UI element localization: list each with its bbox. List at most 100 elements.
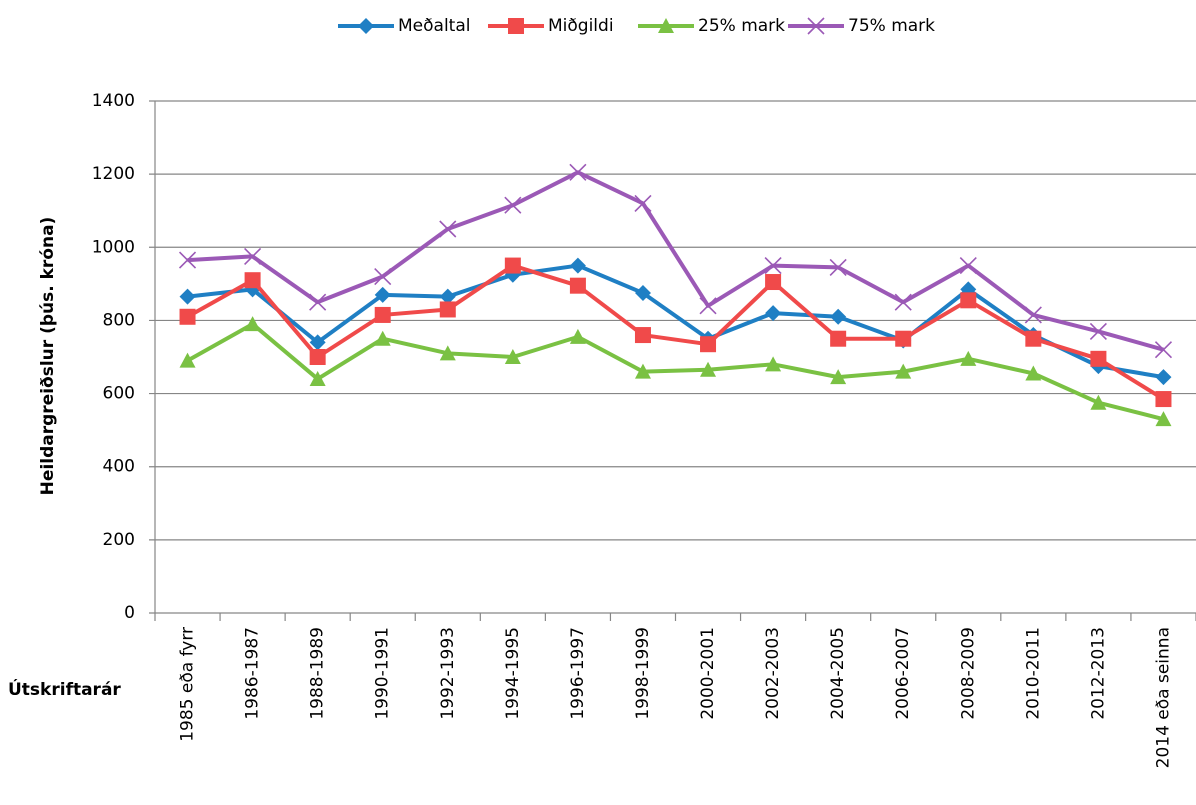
point — [374, 267, 392, 286]
x-tick-label: 2010-2011 — [1023, 627, 1043, 720]
point — [439, 301, 456, 318]
x-tick-label: 1998-1999 — [633, 627, 653, 720]
point — [1090, 350, 1107, 367]
point — [895, 363, 912, 379]
point — [439, 288, 456, 305]
point — [1155, 391, 1172, 408]
point — [569, 277, 586, 294]
point — [960, 350, 977, 366]
point — [765, 274, 782, 291]
point — [1090, 394, 1107, 410]
x-tick-label: 1986-1987 — [243, 627, 263, 720]
point — [895, 330, 912, 347]
x-tick-label: 2014 eða seinna — [1153, 627, 1173, 768]
point — [1089, 322, 1107, 340]
point — [569, 257, 586, 274]
point — [374, 330, 391, 346]
point — [179, 308, 196, 325]
point — [504, 349, 521, 364]
point — [309, 334, 326, 351]
point — [1155, 411, 1172, 427]
point — [178, 251, 197, 269]
x-tick-label: 1990-1991 — [373, 627, 393, 720]
legend-marker — [658, 18, 674, 33]
x-tick-label: 2004-2005 — [828, 627, 848, 720]
y-tick-label: 1400 — [92, 91, 135, 111]
x-tick-label: 2000-2001 — [698, 627, 718, 720]
series-line — [186, 263, 1165, 401]
y-tick-label: 1200 — [92, 164, 135, 184]
y-axis-label: Heildargreiðslur (þús. króna) — [38, 217, 58, 496]
point — [634, 363, 651, 379]
x-tick-label: 2012-2013 — [1088, 627, 1108, 720]
point — [634, 327, 651, 344]
point — [765, 356, 782, 372]
point — [1155, 369, 1172, 386]
point — [179, 288, 196, 305]
series-line — [187, 170, 1165, 352]
point — [960, 292, 977, 309]
point — [439, 345, 456, 361]
point — [244, 316, 261, 332]
point — [1024, 306, 1042, 324]
x-tick-label: 2006-2007 — [893, 627, 913, 720]
point — [374, 306, 391, 323]
point — [894, 293, 912, 311]
point — [569, 163, 587, 181]
point — [569, 328, 586, 344]
y-tick-label: 200 — [103, 530, 135, 550]
legend-marker — [807, 17, 825, 35]
point — [504, 257, 521, 274]
point — [244, 247, 262, 265]
point — [829, 258, 847, 276]
x-tick-label: 1994-1995 — [503, 627, 523, 720]
x-tick-label: 1988-1989 — [308, 627, 328, 720]
point — [830, 330, 847, 347]
point — [439, 220, 457, 238]
legend-item: Meðaltal — [338, 16, 470, 36]
y-tick-label: 400 — [103, 457, 135, 477]
point — [634, 194, 652, 212]
point — [1025, 365, 1042, 381]
x-tick-label: 1985 eða fyrr — [178, 627, 198, 742]
series-line — [187, 263, 1164, 380]
x-tick-label: 1992-1993 — [438, 627, 458, 720]
point — [244, 272, 261, 289]
point — [699, 297, 717, 315]
x-tick-label: 1996-1997 — [568, 627, 588, 720]
point — [309, 349, 326, 365]
legend-item: Miðgildi — [488, 16, 614, 36]
point — [700, 361, 717, 377]
series-line — [186, 322, 1164, 422]
legend-label: 25% mark — [698, 16, 785, 36]
legend-label: Miðgildi — [548, 16, 614, 36]
point — [504, 196, 522, 214]
point — [1025, 330, 1042, 347]
legend-item: 25% mark — [638, 16, 785, 36]
y-tick-label: 1000 — [92, 237, 135, 257]
y-tick-label: 600 — [103, 384, 135, 404]
point — [959, 257, 977, 275]
y-tick-label: 0 — [124, 603, 135, 623]
point — [634, 285, 651, 301]
point — [179, 352, 196, 368]
x-tick-label: 2002-2003 — [763, 627, 783, 720]
point — [374, 286, 391, 303]
x-tick-label: 2008-2009 — [958, 627, 978, 720]
point — [830, 369, 847, 385]
legend-label: Meðaltal — [398, 16, 470, 36]
point — [309, 370, 326, 386]
x-axis-label: Útskriftarár — [8, 678, 121, 700]
point — [309, 293, 327, 311]
legend-marker — [358, 18, 374, 34]
point — [765, 305, 782, 322]
y-tick-label: 800 — [103, 310, 135, 330]
legend-marker — [508, 18, 524, 34]
legend-label: 75% mark — [848, 16, 935, 36]
point — [830, 308, 847, 325]
point — [764, 257, 782, 275]
point — [700, 336, 717, 353]
legend-item: 75% mark — [788, 16, 935, 36]
point — [1154, 341, 1173, 359]
